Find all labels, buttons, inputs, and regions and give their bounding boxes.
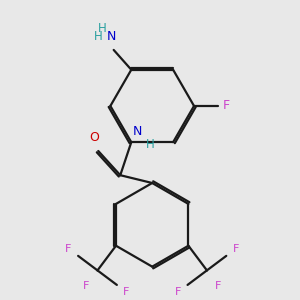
Text: H: H xyxy=(146,138,154,151)
Text: F: F xyxy=(175,287,181,297)
Text: F: F xyxy=(223,100,230,112)
Text: F: F xyxy=(215,281,222,291)
Text: F: F xyxy=(65,244,72,254)
Text: N: N xyxy=(132,125,142,138)
Text: N: N xyxy=(107,30,116,43)
Text: F: F xyxy=(83,281,89,291)
Text: O: O xyxy=(89,131,99,144)
Text: F: F xyxy=(233,244,239,254)
Text: H: H xyxy=(94,30,103,43)
Text: H: H xyxy=(98,22,107,34)
Text: F: F xyxy=(123,287,130,297)
